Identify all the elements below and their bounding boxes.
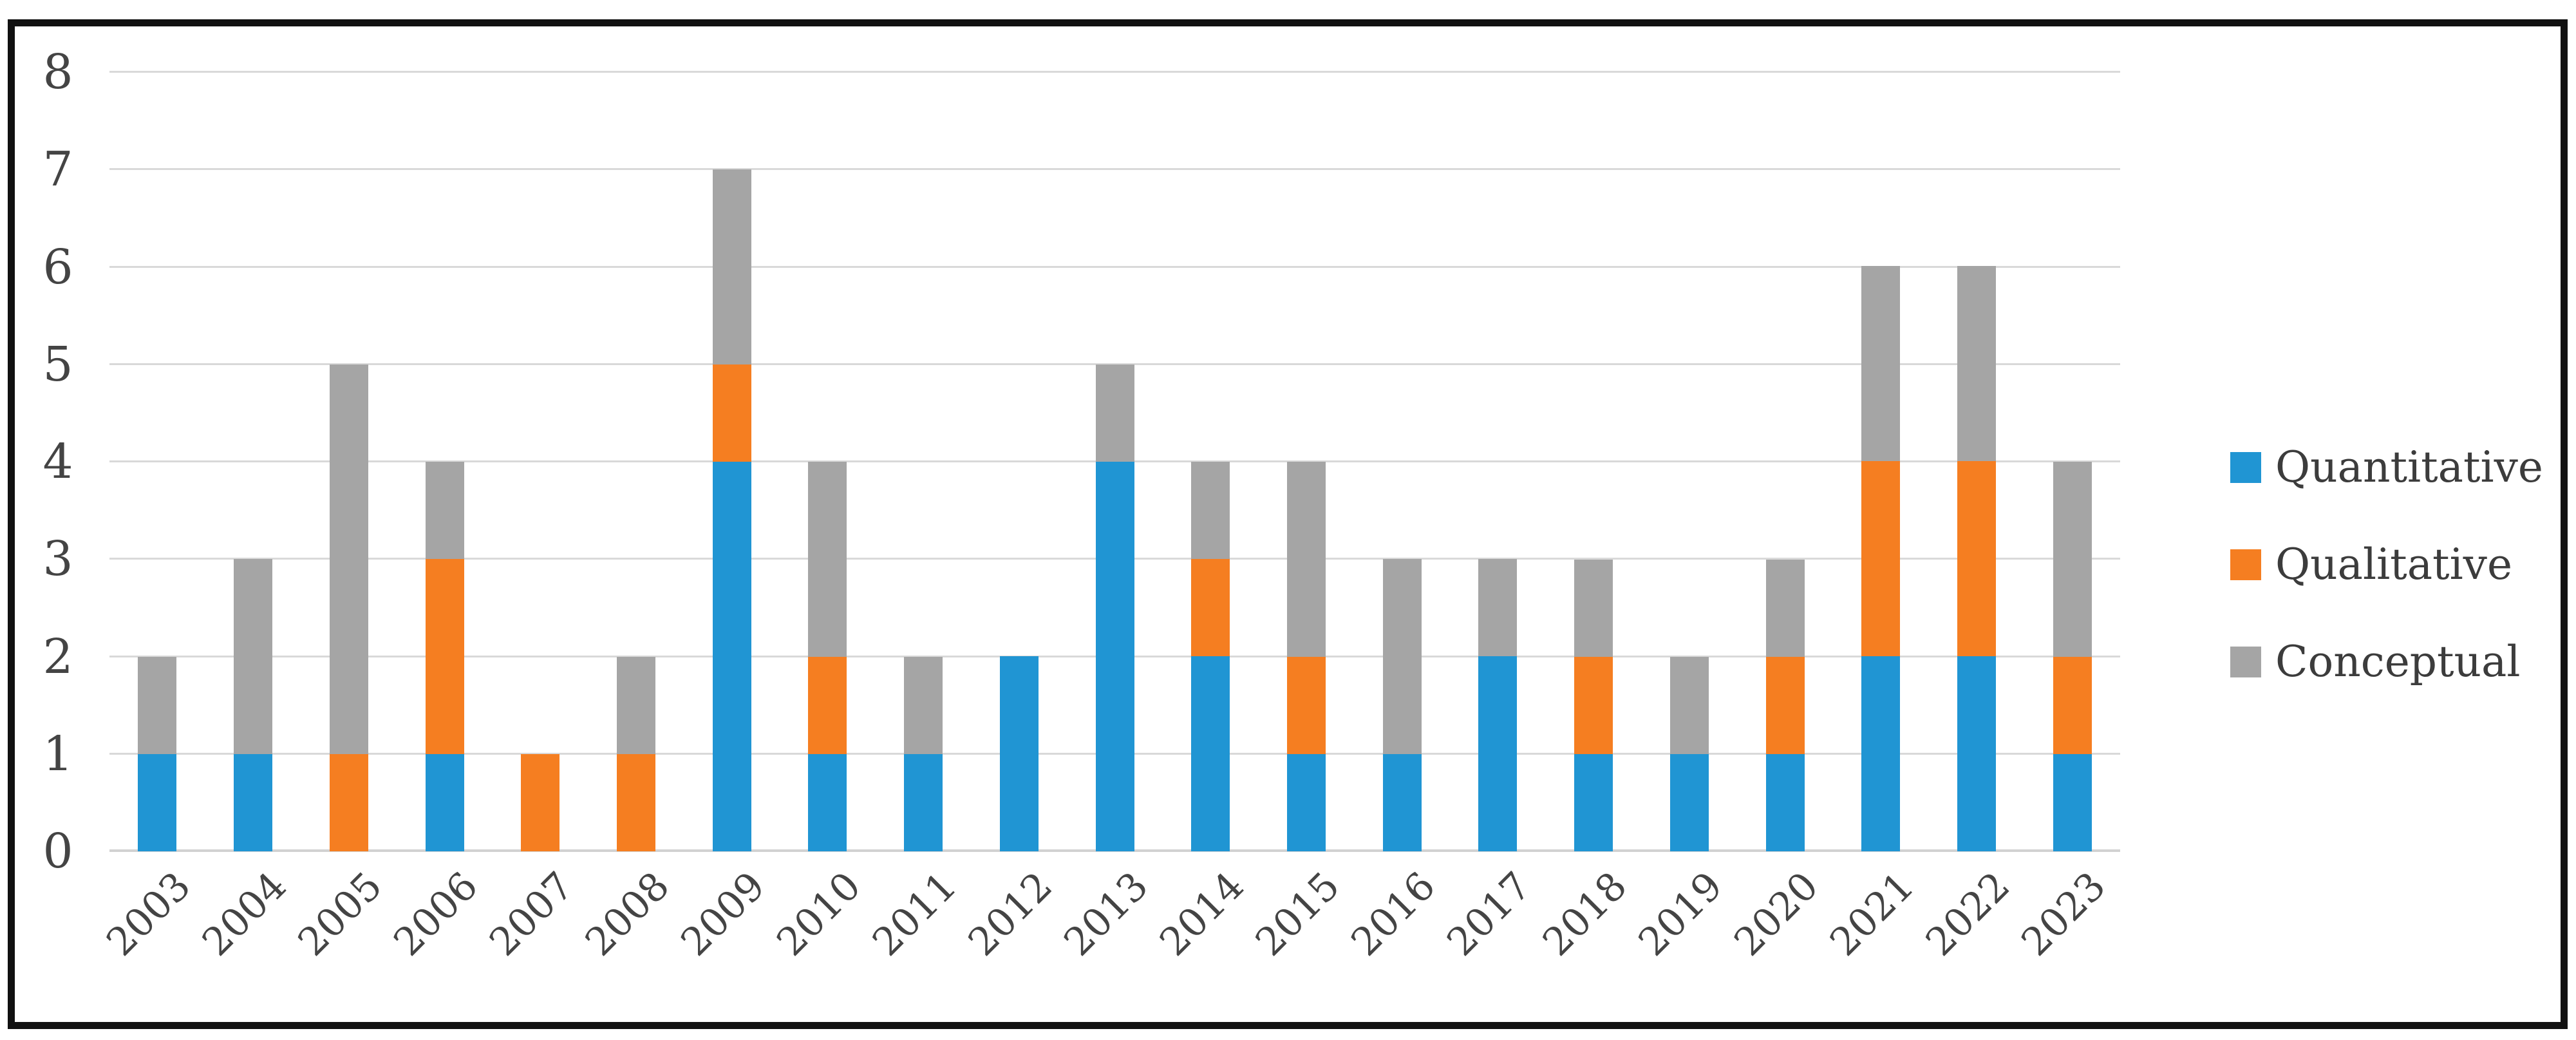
bar-segment-conceptual-2023	[2053, 462, 2092, 657]
bar-segment-quantitative-2022	[1957, 656, 1997, 851]
bar-segment-conceptual-2016	[1382, 559, 1422, 754]
bar-segment-conceptual-2008	[616, 657, 655, 754]
bar-segment-conceptual-2019	[1669, 657, 1709, 754]
bar-segment-quantitative-2004	[234, 754, 273, 851]
gridline-y7	[109, 168, 2120, 171]
bar-segment-quantitative-2018	[1574, 754, 1613, 851]
legend-label-conceptual: Conceptual	[2275, 637, 2521, 686]
bar-2021	[1833, 72, 1929, 851]
bar-segment-qualitative-2023	[2053, 657, 2092, 754]
bars-container	[109, 72, 2120, 851]
bar-segment-quantitative-2017	[1478, 656, 1518, 851]
bar-segment-quantitative-2010	[808, 754, 847, 851]
bar-2005	[301, 72, 397, 851]
y-tick-label-0: 0	[42, 824, 73, 879]
y-tick-label-1: 1	[42, 726, 73, 782]
bar-segment-quantitative-2016	[1382, 754, 1422, 851]
bar-segment-qualitative-2006	[425, 559, 464, 754]
bar-segment-quantitative-2012	[999, 656, 1039, 851]
bar-segment-quantitative-2014	[1191, 656, 1230, 851]
bar-segment-quantitative-2013	[1095, 462, 1134, 851]
legend-item-qualitative: Qualitative	[2230, 516, 2543, 613]
bar-segment-conceptual-2015	[1286, 462, 1326, 657]
bar-2018	[1546, 72, 1642, 851]
bar-segment-conceptual-2021	[1861, 266, 1901, 461]
bar-segment-qualitative-2005	[329, 754, 368, 851]
bar-segment-conceptual-2004	[234, 559, 273, 754]
bar-segment-qualitative-2014	[1191, 559, 1230, 656]
bar-2006	[397, 72, 493, 851]
y-tick-label-6: 6	[42, 239, 73, 295]
bar-segment-conceptual-2013	[1095, 364, 1134, 462]
legend-swatch-quantitative	[2230, 451, 2261, 483]
bar-2014	[1163, 72, 1259, 851]
y-tick-label-3: 3	[42, 531, 73, 587]
bar-2022	[1929, 72, 2025, 851]
bar-2017	[1450, 72, 1546, 851]
y-tick-label-5: 5	[42, 336, 73, 392]
y-tick-label-4: 4	[42, 434, 73, 489]
bar-segment-conceptual-2010	[808, 462, 847, 657]
bar-segment-qualitative-2008	[616, 754, 655, 851]
bar-segment-quantitative-2015	[1286, 754, 1326, 851]
y-tick-label-2: 2	[42, 629, 73, 685]
bar-segment-qualitative-2015	[1286, 657, 1326, 754]
bar-2015	[1259, 72, 1355, 851]
bar-segment-quantitative-2023	[2053, 754, 2092, 851]
bar-2010	[780, 72, 876, 851]
bar-segment-quantitative-2003	[138, 754, 177, 851]
bar-segment-quantitative-2009	[712, 462, 751, 851]
bar-segment-conceptual-2022	[1957, 266, 1997, 461]
bar-2016	[1354, 72, 1450, 851]
bar-segment-conceptual-2005	[329, 364, 368, 754]
bar-segment-qualitative-2009	[712, 364, 751, 462]
bar-2007	[493, 72, 588, 851]
bar-segment-qualitative-2022	[1957, 461, 1997, 656]
bar-segment-qualitative-2007	[521, 754, 560, 851]
plot-area	[109, 71, 2120, 852]
bar-2013	[1067, 72, 1163, 851]
gridline-y8	[109, 71, 2120, 73]
bar-segment-conceptual-2011	[904, 657, 943, 754]
legend-label-qualitative: Qualitative	[2275, 540, 2513, 589]
bar-segment-conceptual-2017	[1478, 559, 1518, 656]
bar-segment-quantitative-2021	[1861, 656, 1901, 851]
bar-2008	[588, 72, 684, 851]
bar-2023	[2024, 72, 2120, 851]
bar-segment-conceptual-2018	[1574, 560, 1613, 657]
y-tick-label-7: 7	[42, 142, 73, 198]
bar-segment-qualitative-2021	[1861, 461, 1901, 656]
bar-segment-conceptual-2009	[712, 169, 751, 364]
bar-2012	[971, 72, 1067, 851]
bar-segment-quantitative-2006	[425, 754, 464, 851]
legend-item-quantitative: Quantitative	[2230, 419, 2543, 516]
legend-item-conceptual: Conceptual	[2230, 613, 2543, 710]
bar-segment-conceptual-2014	[1191, 462, 1230, 559]
legend-swatch-qualitative	[2230, 549, 2261, 580]
bar-segment-qualitative-2020	[1765, 657, 1805, 754]
bar-segment-qualitative-2018	[1574, 657, 1613, 754]
bar-segment-conceptual-2006	[425, 462, 464, 559]
bar-segment-quantitative-2011	[904, 754, 943, 851]
bar-segment-qualitative-2010	[808, 657, 847, 754]
legend-swatch-conceptual	[2230, 646, 2261, 677]
bar-segment-conceptual-2003	[138, 657, 177, 754]
bar-2020	[1737, 72, 1833, 851]
gridline-y6	[109, 265, 2120, 268]
bar-2009	[684, 72, 780, 851]
bar-2003	[109, 72, 205, 851]
legend-label-quantitative: Quantitative	[2275, 442, 2543, 492]
bar-segment-quantitative-2020	[1765, 754, 1805, 851]
y-axis-labels: 0 1 2 3 4 5 6 7 8	[19, 44, 97, 879]
legend: Quantitative Qualitative Conceptual	[2230, 419, 2543, 710]
bar-segment-quantitative-2019	[1669, 754, 1709, 851]
bar-2019	[1642, 72, 1738, 851]
gridline-y5	[109, 363, 2120, 365]
y-tick-label-8: 8	[42, 44, 73, 100]
bar-2011	[876, 72, 972, 851]
bar-2004	[205, 72, 301, 851]
bar-segment-conceptual-2020	[1765, 560, 1805, 657]
